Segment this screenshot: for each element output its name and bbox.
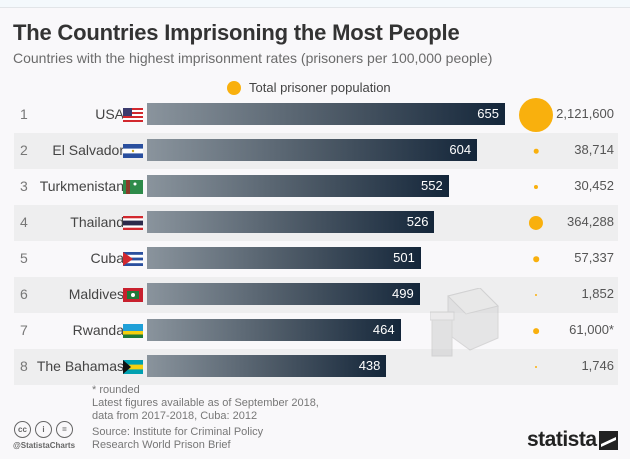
population-label: 364,288	[567, 214, 614, 229]
population-bubble	[533, 184, 539, 190]
population-bubble	[535, 366, 537, 368]
prison-building-icon	[430, 288, 499, 357]
rwanda-flag-icon	[123, 324, 143, 338]
population-bubble	[535, 294, 537, 296]
country-label: Turkmenistan	[39, 178, 124, 194]
population-bubble	[528, 215, 544, 231]
thailand-flag-icon	[123, 216, 143, 230]
chart-row: 7 Rwanda 464 61,000*	[14, 313, 618, 349]
country-label: Maldives	[68, 286, 124, 302]
rate-value-label: 499	[392, 286, 414, 301]
population-label: 30,452	[574, 178, 614, 193]
rate-value-label: 526	[406, 214, 429, 229]
rank-label: 7	[20, 322, 28, 338]
rate-bar: 499	[147, 283, 420, 305]
rank-label: 2	[20, 142, 28, 158]
rate-value-label: 501	[393, 250, 415, 265]
turkmenistan-flag-icon	[123, 180, 143, 194]
source-line-2: Research World Prison Brief	[92, 439, 231, 451]
country-label: Cuba	[90, 250, 124, 266]
population-bubble	[533, 328, 539, 334]
statista-logo-icon	[599, 431, 618, 450]
rate-bar: 438	[147, 355, 387, 377]
population-bubble	[519, 98, 553, 132]
population-label: 38,714	[574, 142, 614, 157]
source: Source: Institute for Criminal Policy Re…	[92, 426, 263, 452]
rate-value-label: 438	[358, 358, 381, 373]
cuba-flag-icon	[123, 252, 143, 266]
note-data-years: data from 2017-2018, Cuba: 2012	[92, 410, 258, 422]
rate-bar: 604	[147, 139, 478, 161]
population-label: 61,000*	[569, 322, 614, 337]
country-label: Rwanda	[72, 322, 124, 338]
legend: Total prisoner population	[227, 80, 391, 95]
chart-row: 4 Thailand 526 364,288	[14, 205, 618, 241]
rank-label: 8	[20, 358, 28, 374]
rate-bar: 552	[147, 175, 449, 197]
population-label: 57,337	[574, 250, 614, 265]
no-derivatives-icon: =	[56, 421, 73, 438]
footnotes: * rounded Latest figures available as of…	[92, 384, 319, 423]
rate-bar: 526	[147, 211, 435, 233]
chart-subtitle: Countries with the highest imprisonment …	[13, 50, 493, 66]
license-icons: cc i =	[14, 421, 73, 438]
population-label: 1,746	[581, 358, 614, 373]
cc-icon: cc	[14, 421, 31, 438]
maldives-flag-icon	[123, 288, 143, 302]
rate-bar: 501	[147, 247, 421, 269]
rate-value-label: 655	[477, 106, 499, 121]
source-line-1: Source: Institute for Criminal Policy	[92, 426, 264, 438]
chart-title: The Countries Imprisoning the Most Peopl…	[13, 20, 460, 45]
population-bubble	[533, 256, 539, 262]
attribution-icon: i	[35, 421, 52, 438]
population-bubble	[533, 148, 539, 154]
country-label: El Salvador	[52, 142, 124, 158]
rate-value-label: 552	[421, 178, 443, 193]
rate-value-label: 604	[449, 142, 472, 157]
country-label: Thailand	[70, 214, 124, 230]
twitter-handle: @StatistaCharts	[13, 441, 76, 450]
legend-bubble-icon	[227, 80, 241, 95]
rate-value-label: 464	[372, 322, 395, 337]
chart-rows: 1 USA 655 2,121,600 2 El Salvador 604 38,714 3 Tu…	[14, 97, 618, 385]
bahamas-flag-icon	[123, 360, 143, 374]
chart-row: 2 El Salvador 604 38,714	[14, 133, 618, 169]
rank-label: 3	[20, 178, 28, 194]
chart-row: 3 Turkmenistan 552 30,452	[14, 169, 618, 205]
rank-label: 4	[20, 214, 28, 230]
country-label: USA	[95, 106, 124, 122]
chart-row: 6 Maldives 499 1,852	[14, 277, 618, 313]
top-bar	[0, 0, 630, 8]
population-label: 1,852	[581, 286, 614, 301]
population-label: 2,121,600	[556, 106, 614, 121]
chart-row: 5 Cuba 501 57,337	[14, 241, 618, 277]
country-label: The Bahamas	[36, 358, 124, 374]
note-rounded: * rounded	[92, 384, 140, 396]
rate-bar: 464	[147, 319, 401, 341]
statista-logo[interactable]: statista	[527, 428, 597, 451]
note-latest: Latest figures available as of September…	[92, 397, 319, 409]
rank-label: 6	[20, 286, 28, 302]
chart-row: 8 The Bahamas 438 1,746	[14, 349, 618, 385]
chart-row: 1 USA 655 2,121,600	[14, 97, 618, 133]
legend-label: Total prisoner population	[249, 80, 391, 95]
rank-label: 1	[20, 106, 28, 122]
rank-label: 5	[20, 250, 28, 266]
el-salvador-flag-icon	[123, 144, 143, 158]
usa-flag-icon	[123, 108, 143, 122]
rate-bar: 655	[147, 103, 505, 125]
